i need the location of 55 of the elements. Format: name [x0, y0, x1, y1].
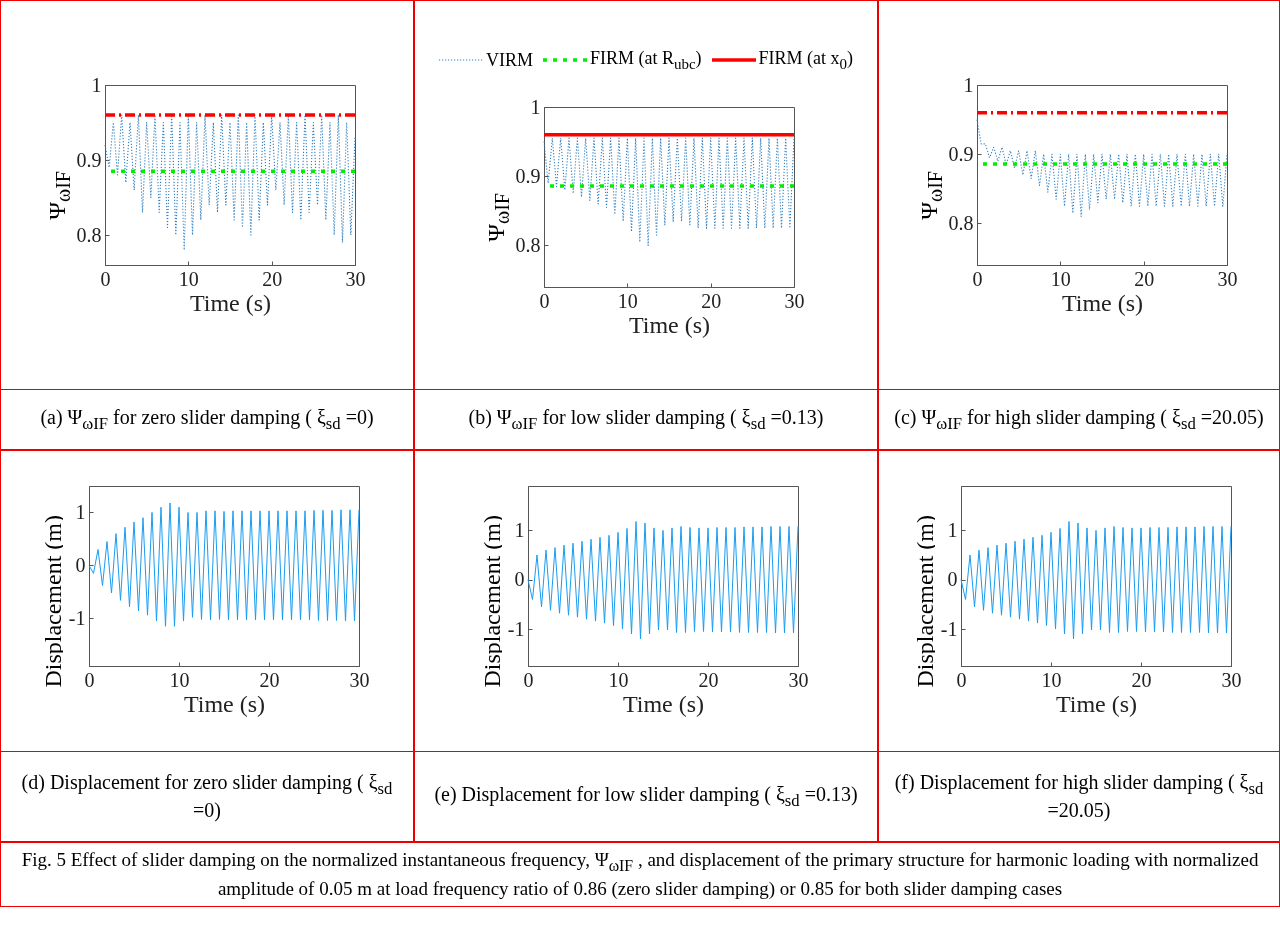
x-axis-title: Time (s): [628, 311, 710, 338]
y-axis-title: Displacement (m): [479, 514, 506, 688]
x-tick-label: 20: [262, 267, 283, 290]
y-tick-label: 0.9: [515, 165, 541, 188]
text: (e) Displacement for low slider damping ( ξ$_{sd}$ =0.13): [434, 782, 858, 811]
text: (c) Ψ$_{ωIF}$ for high slider damping ( ξ$_{sd}$ =20.05): [894, 405, 1264, 434]
text: Fig. 5 Effect of slider damping on the normalized instantaneous frequency, Ψ$_{ωIF}$ , and displacement of the primary structure for harmonic loading with normalized amplitude of 0.05 m at load frequency ratio of 0.86 (zero slider damping) or 0.85 for both slider damping cases: [0, 842, 1280, 907]
x-tick-label: 20: [259, 668, 280, 691]
y-tick-label: 0: [947, 568, 958, 591]
x-axis-title: Time (s): [183, 690, 266, 717]
legend-label: FIRM (at R$_{ubc}$): [589, 47, 702, 73]
x-axis-title: Time (s): [189, 289, 271, 316]
x-axis-title: Time (s): [1061, 289, 1143, 316]
x-tick-label: 20: [701, 289, 722, 312]
y-tick-label: 1: [947, 518, 958, 541]
y-tick-label: -1: [507, 617, 525, 640]
y-tick-label: 0: [75, 553, 86, 576]
y-axis-title: Displacement (m): [912, 514, 939, 688]
chart-title: (f) Displacement for high slider damping ( ξ$_{sd}$ =20.05): [894, 771, 1264, 821]
y-axis-title: Displacement (m): [40, 514, 67, 688]
x-axis-title: Time (s): [1055, 690, 1138, 717]
x-tick-label: 30: [784, 289, 805, 312]
y-tick-label: 0.8: [948, 211, 974, 234]
y-tick-label: 0: [514, 568, 525, 591]
y-tick-label: -1: [940, 617, 958, 640]
x-tick-label: 10: [1050, 267, 1071, 290]
x-tick-label: 10: [617, 289, 638, 312]
x-tick-label: 10: [1041, 668, 1062, 691]
x-tick-label: 10: [178, 267, 199, 290]
x-tick-label: 10: [169, 668, 190, 691]
chart-title: (d) Displacement for zero slider damping ( ξ$_{sd}$ =0): [21, 771, 393, 821]
x-tick-label: 20: [1131, 668, 1152, 691]
legend-label: FIRM (at x$_{0}$): [758, 47, 854, 73]
x-tick-label: 30: [1217, 267, 1238, 290]
x-axis-title: Time (s): [622, 690, 705, 717]
y-tick-label: 1: [530, 95, 541, 118]
x-tick-label: 10: [608, 668, 629, 691]
y-tick-label: 0.9: [76, 148, 102, 171]
y-tick-label: 1: [75, 500, 86, 523]
y-tick-label: 1: [514, 518, 525, 541]
y-tick-label: 1: [963, 73, 974, 96]
y-tick-label: 0.8: [515, 234, 541, 257]
y-tick-label: 0.8: [76, 223, 102, 246]
x-tick-label: 20: [698, 668, 719, 691]
y-tick-label: -1: [68, 606, 86, 629]
y-tick-label: 1: [91, 73, 102, 96]
y-tick-label: 0.9: [948, 142, 974, 165]
x-tick-label: 30: [788, 668, 809, 691]
text: (a) Ψ$_{ωIF}$ for zero slider damping ( ξ$_{sd}$ =0): [40, 405, 374, 434]
x-tick-label: 30: [345, 267, 366, 290]
text: (b) Ψ$_{ωIF}$ for low slider damping ( ξ$_{sd}$ =0.13): [468, 405, 824, 434]
x-tick-label: 30: [349, 668, 370, 691]
x-tick-label: 20: [1134, 267, 1155, 290]
legend-label: VIRM: [485, 49, 533, 71]
x-tick-label: 30: [1221, 668, 1242, 691]
